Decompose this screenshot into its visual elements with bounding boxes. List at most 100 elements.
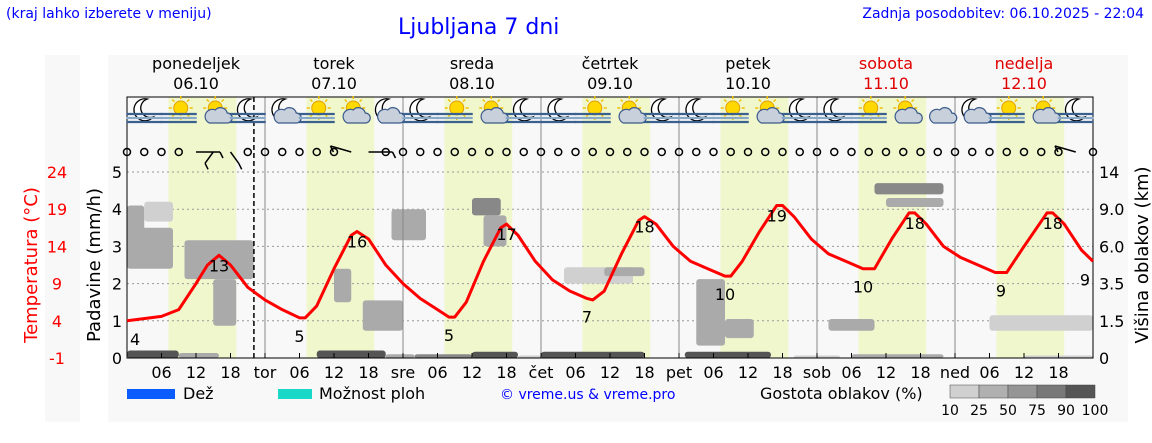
wind-barb-tick: [391, 151, 397, 159]
cloud-icon: [928, 107, 958, 124]
cloud-scale-label: 75: [1028, 403, 1046, 419]
legend-showers: Možnost ploh: [278, 384, 425, 403]
cloud-patch: [684, 351, 771, 358]
copyright-link[interactable]: © vreme.us & vreme.pro: [500, 387, 676, 403]
sun-cloud-icon: [479, 96, 509, 124]
calm-wind-icon: [157, 147, 166, 157]
sun-ray: [635, 98, 639, 103]
sun-ray: [600, 98, 604, 103]
calm-wind-icon: [692, 147, 701, 157]
cloud-shape: [204, 107, 233, 124]
sun-ray: [861, 98, 865, 103]
cloud-patch: [414, 354, 472, 358]
sun-ray: [723, 98, 727, 103]
rain-swatch: [127, 388, 175, 399]
moon-fog-icon: [781, 98, 818, 124]
calm-wind-icon: [933, 147, 942, 157]
temperature-label: 17: [496, 225, 516, 244]
cloud-patch: [127, 350, 179, 358]
temp-tick: 4: [52, 312, 62, 331]
x-tick-label: 06: [151, 363, 171, 382]
x-tick-label: tor: [254, 363, 277, 382]
temperature-label: 10: [853, 278, 873, 297]
moon-fog-icon: [229, 98, 266, 124]
cloud-patch: [184, 240, 254, 280]
moon-fog-icon: [816, 98, 853, 124]
cloud-patch: [334, 268, 352, 303]
day-date: 07.10: [311, 74, 357, 93]
precip-tick: 0: [112, 349, 122, 368]
calm-wind-icon: [985, 147, 994, 157]
temp-tick: 9: [52, 275, 62, 294]
cloud-scale-label: 10: [941, 403, 959, 419]
temperature-label: 9: [996, 281, 1006, 300]
moon-cloud-icon: [374, 98, 406, 124]
calm-wind-icon: [1088, 147, 1098, 157]
calm-wind-icon: [743, 147, 753, 157]
cloud-scale-swatch: [1007, 384, 1038, 399]
calm-wind-icon: [329, 147, 339, 157]
x-tick-label: sob: [803, 363, 831, 382]
menu-hint[interactable]: (kraj lahko izberete v meniju): [6, 6, 212, 22]
cloud-height-tick: 6.0: [1099, 237, 1124, 256]
x-tick-label: 06: [979, 363, 999, 382]
cloud-scale-label: 25: [970, 403, 988, 419]
sun-ray: [309, 98, 313, 103]
day-name: ponedeljek: [152, 54, 241, 73]
calm-wind-icon: [812, 147, 822, 157]
x-tick-label: 18: [772, 363, 792, 382]
sun-fog-icon: [988, 96, 1025, 124]
cloud-scale-swatch: [978, 384, 1009, 399]
wind-barb-icon: [1054, 145, 1076, 153]
temperature-label: 18: [905, 214, 925, 233]
temperature-label: 13: [209, 256, 229, 275]
moon-cloud-icon: [961, 98, 992, 124]
calm-wind-icon: [554, 147, 563, 157]
cloud-patch: [178, 353, 219, 358]
cloud-patch: [362, 300, 403, 331]
calm-wind-icon: [623, 147, 632, 157]
calm-wind-icon: [674, 147, 684, 157]
sun-ray: [585, 98, 589, 103]
precip-tick: 2: [112, 275, 122, 294]
calm-wind-icon: [778, 147, 787, 157]
calm-wind-icon: [433, 147, 442, 157]
cloud-patch: [385, 354, 415, 358]
showers-swatch: [278, 388, 312, 399]
cloud-height-tick: 0: [1099, 349, 1109, 368]
sun-ray: [497, 98, 501, 103]
day-name: sobota: [859, 54, 913, 73]
x-tick-label: čet: [529, 363, 554, 382]
cloud-patch: [483, 215, 507, 247]
sun-ray: [344, 98, 348, 103]
x-tick-label: 12: [186, 363, 206, 382]
cloud-shape: [273, 107, 302, 124]
cloud-patch: [144, 201, 173, 222]
temperature-label: 7: [582, 307, 592, 326]
temperature-label: 16: [347, 233, 367, 252]
cloud-patch: [828, 318, 875, 331]
daylight-band: [858, 97, 927, 358]
calm-wind-icon: [1019, 147, 1029, 157]
day-name: nedelja: [995, 54, 1054, 73]
temperature-label: 4: [130, 330, 140, 349]
cloud-patch: [391, 209, 426, 241]
sun-fog-icon: [850, 96, 887, 124]
daylight-band: [996, 97, 1065, 358]
precip-axis-label: Padavine (mm/h): [84, 188, 105, 342]
calm-wind-icon: [536, 147, 546, 157]
x-tick-label: 12: [600, 363, 620, 382]
cloud-patch: [696, 279, 725, 346]
wind-barb-icon: [330, 145, 352, 153]
cloud-shape: [963, 107, 992, 124]
sun-fog-icon: [574, 96, 611, 124]
temp-tick: -1: [49, 349, 65, 368]
sun-ray: [359, 98, 363, 103]
calm-wind-icon: [864, 147, 873, 157]
daylight-band: [720, 97, 789, 358]
cloud-patch: [541, 351, 645, 358]
cloud-patch: [213, 279, 237, 326]
calm-wind-icon: [122, 147, 132, 157]
calm-wind-icon: [795, 147, 804, 157]
